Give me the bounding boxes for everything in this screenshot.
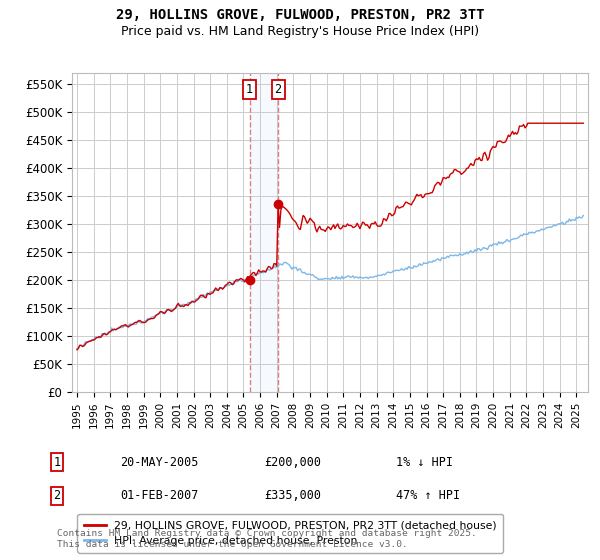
- Text: 2: 2: [53, 489, 61, 502]
- Text: 2: 2: [275, 83, 281, 96]
- Text: 1% ↓ HPI: 1% ↓ HPI: [396, 455, 453, 469]
- Text: £200,000: £200,000: [264, 455, 321, 469]
- Text: 01-FEB-2007: 01-FEB-2007: [120, 489, 199, 502]
- Text: 47% ↑ HPI: 47% ↑ HPI: [396, 489, 460, 502]
- Text: £335,000: £335,000: [264, 489, 321, 502]
- Bar: [250, 73, 278, 392]
- Legend: 29, HOLLINS GROVE, FULWOOD, PRESTON, PR2 3TT (detached house), HPI: Average pric: 29, HOLLINS GROVE, FULWOOD, PRESTON, PR2…: [77, 514, 503, 553]
- Text: Contains HM Land Registry data © Crown copyright and database right 2025.
This d: Contains HM Land Registry data © Crown c…: [57, 529, 477, 549]
- Text: Price paid vs. HM Land Registry's House Price Index (HPI): Price paid vs. HM Land Registry's House …: [121, 25, 479, 38]
- Text: 1: 1: [246, 83, 253, 96]
- Text: 29, HOLLINS GROVE, FULWOOD, PRESTON, PR2 3TT: 29, HOLLINS GROVE, FULWOOD, PRESTON, PR2…: [116, 8, 484, 22]
- Text: 1: 1: [53, 455, 61, 469]
- Text: 20-MAY-2005: 20-MAY-2005: [120, 455, 199, 469]
